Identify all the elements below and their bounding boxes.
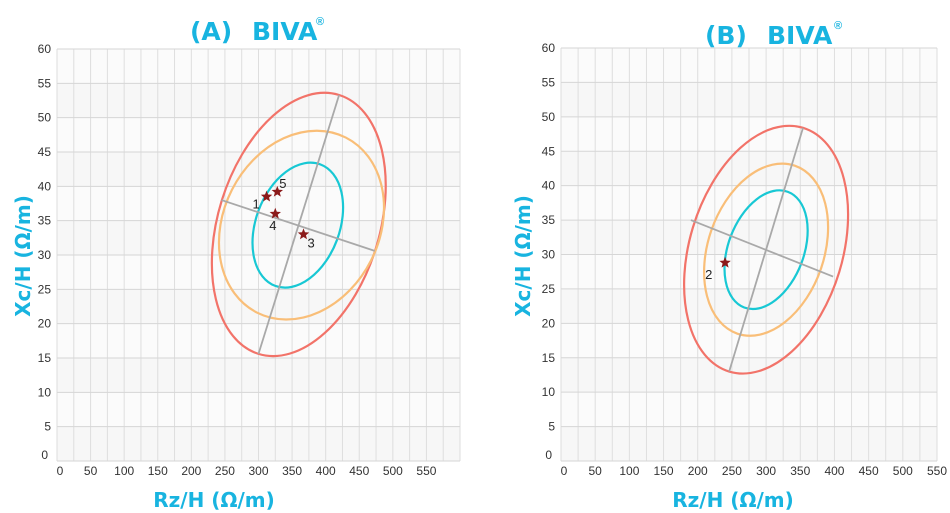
x-tick-label: 550: [927, 464, 947, 478]
data-point-star: [260, 190, 273, 202]
x-tick-label: 250: [722, 464, 742, 478]
x-tick-label: 250: [215, 464, 235, 478]
x-axis-title-b: Rz/H (Ω/m): [672, 488, 793, 512]
x-tick-label: 0: [561, 464, 568, 478]
x-tick-label: 450: [349, 464, 369, 478]
tolerance-ellipse-1: [251, 161, 345, 289]
y-tick-label: 40: [542, 179, 556, 193]
registered-mark-b: ®: [834, 20, 842, 32]
y-tick-label: 25: [542, 282, 556, 296]
chart-panel-b: (B) BIVA ® Rz/H (Ω/m) Xc/H (Ω/m) 20 50 100…: [511, 20, 947, 512]
y-tick-label: 0: [41, 448, 48, 462]
y-tick-label: 55: [542, 75, 556, 89]
x-tick-label: 150: [654, 464, 674, 478]
y-tick-label: 10: [38, 385, 52, 399]
chart-title-b-panel: (B): [705, 21, 747, 50]
y-tick-label: 50: [542, 110, 556, 124]
y-tick-label: 60: [38, 42, 52, 56]
x-tick-label: 50: [589, 464, 603, 478]
chart-title-a-panel: (A): [190, 17, 232, 46]
x-tick-label: 550: [416, 464, 436, 478]
data-point-label: 5: [279, 176, 286, 191]
y-tick-label: 5: [548, 420, 555, 434]
x-axis-title-a: Rz/H (Ω/m): [153, 488, 274, 512]
chart-title-b: BIVA: [767, 21, 833, 50]
chart-title-a: BIVA: [252, 17, 318, 46]
data-point-label: 3: [308, 235, 315, 250]
y-tick-label: 40: [38, 179, 52, 193]
tolerance-ellipse-2: [702, 162, 830, 337]
x-tick-label: 300: [756, 464, 776, 478]
x-tick-label: 400: [316, 464, 336, 478]
x-tick-label: 150: [148, 464, 168, 478]
y-axis-title-b: Xc/H (Ω/m): [511, 195, 535, 317]
y-tick-label: 45: [542, 144, 556, 158]
x-tick-label: 50: [84, 464, 98, 478]
data-point-label: 2: [705, 267, 712, 282]
registered-mark-a: ®: [316, 16, 324, 28]
x-tick-label: 450: [859, 464, 879, 478]
x-tick-label: 350: [790, 464, 810, 478]
data-point-star: [297, 228, 310, 240]
y-tick-label: 35: [38, 214, 52, 228]
x-tick-label: 500: [383, 464, 403, 478]
data-point-label: 1: [253, 197, 260, 212]
x-tick-label: 200: [688, 464, 708, 478]
x-tick-label: 200: [181, 464, 201, 478]
y-tick-label: 45: [38, 145, 52, 159]
y-axis-title-a: Xc/H (Ω/m): [11, 195, 35, 317]
y-tick-label: 30: [38, 248, 52, 262]
x-tick-label: 300: [248, 464, 268, 478]
y-tick-label: 20: [542, 316, 556, 330]
x-tick-label: 0: [57, 464, 64, 478]
y-tick-label: 50: [38, 111, 52, 125]
x-tick-label: 100: [619, 464, 639, 478]
y-tick-label: 55: [38, 76, 52, 90]
x-tick-label: 100: [114, 464, 134, 478]
y-tick-label: 35: [542, 213, 556, 227]
ellipse-major-axis: [257, 94, 340, 355]
data-point-star: [269, 207, 281, 219]
y-tick-label: 5: [44, 420, 51, 434]
ellipse-minor-axis: [690, 219, 834, 278]
y-tick-label: 25: [38, 282, 52, 296]
y-tick-label: 15: [542, 351, 556, 365]
y-tick-label: 10: [542, 385, 556, 399]
tolerance-ellipse-2: [217, 129, 386, 321]
data-point-star: [271, 185, 284, 197]
plot-area: 2: [560, 47, 938, 462]
y-tick-label: 30: [542, 248, 556, 262]
y-tick-label: 15: [38, 351, 52, 365]
data-point-star: [719, 256, 731, 268]
y-tick-label: 20: [38, 317, 52, 331]
x-tick-label: 400: [824, 464, 844, 478]
ellipse-minor-axis: [221, 199, 375, 252]
x-tick-label: 500: [893, 464, 913, 478]
y-tick-label: 60: [542, 41, 556, 55]
data-point-label: 4: [269, 218, 276, 233]
x-tick-label: 350: [282, 464, 302, 478]
y-tick-label: 0: [545, 448, 552, 462]
